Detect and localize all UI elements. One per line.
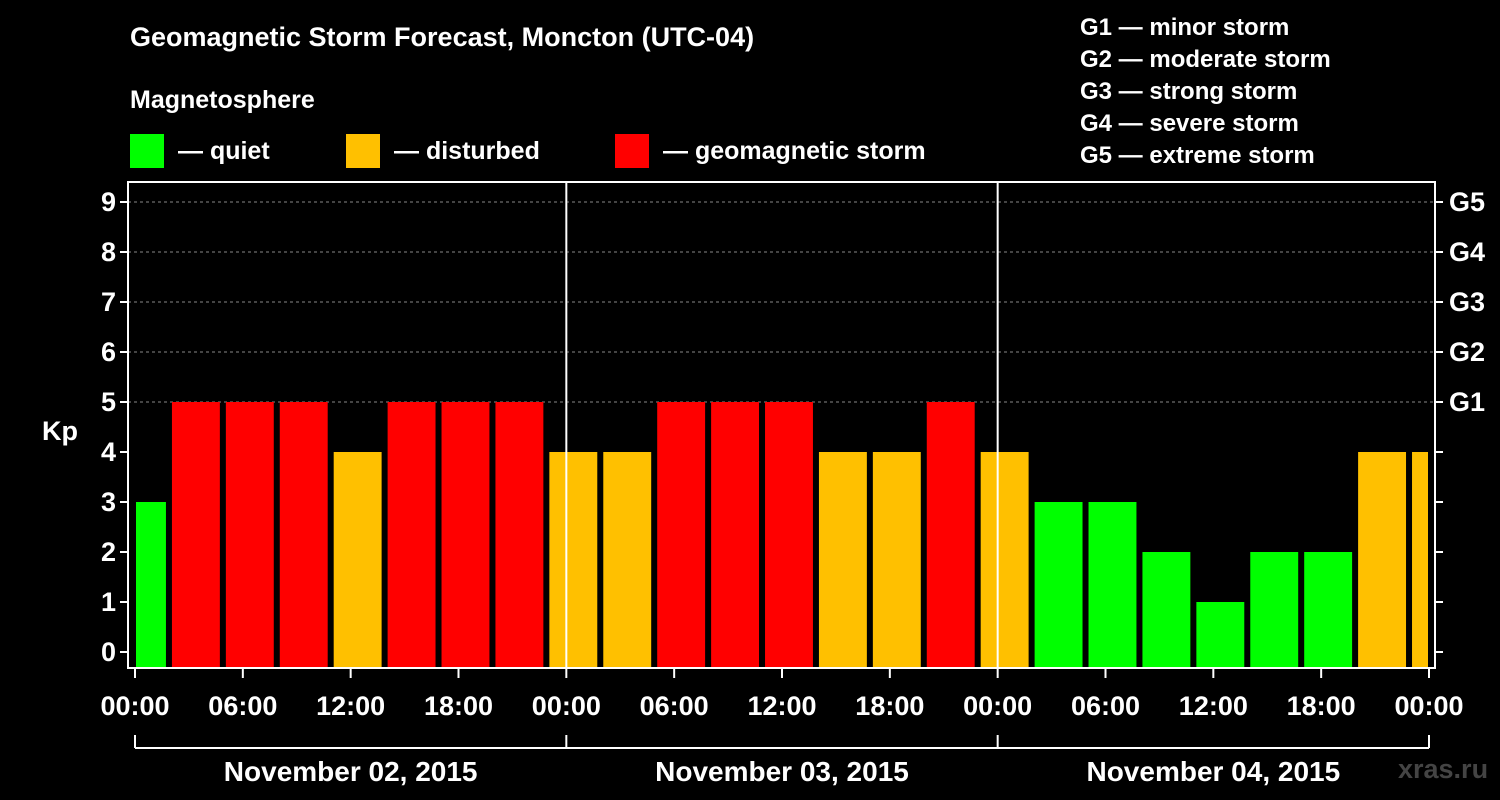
storm-swatch	[615, 134, 649, 168]
y-tick-label: 6	[101, 337, 116, 367]
kp-bar-24	[1358, 452, 1407, 667]
kp-bar-1	[136, 502, 166, 667]
legend-item-storm: — geomagnetic storm	[615, 134, 926, 168]
legend-heading: Magnetosphere	[130, 86, 315, 114]
kp-bar-15	[872, 452, 921, 667]
g-scale-tick-label: G1	[1449, 387, 1485, 417]
kp-bar-20	[1142, 552, 1191, 667]
x-tick-label: 12:00	[1179, 691, 1248, 721]
disturbed-swatch	[346, 134, 380, 168]
day-label: November 04, 2015	[1086, 756, 1340, 787]
g-scale-tick-label: G5	[1449, 187, 1485, 217]
x-tick-label: 18:00	[424, 691, 493, 721]
kp-bar-25	[1412, 452, 1428, 667]
kp-bar-21	[1196, 602, 1245, 667]
kp-bar-14	[818, 452, 867, 667]
y-tick-label: 3	[101, 487, 116, 517]
g-scale-item-g5: G5 — extreme storm	[1080, 142, 1315, 169]
kp-bar-16	[926, 402, 975, 667]
legend-item-disturbed: — disturbed	[346, 134, 540, 168]
watermark: xras.ru	[1398, 754, 1489, 784]
x-tick-label: 18:00	[855, 691, 924, 721]
kp-bar-19	[1088, 502, 1137, 667]
x-tick-label: 06:00	[640, 691, 709, 721]
kp-bar-10	[603, 452, 652, 667]
y-tick-label: 0	[101, 637, 116, 667]
day-label: November 02, 2015	[224, 756, 478, 787]
legend-label-quiet: — quiet	[178, 136, 270, 165]
y-tick-label: 8	[101, 237, 116, 267]
g-scale-tick-label: G3	[1449, 287, 1485, 317]
y-tick-label: 4	[101, 437, 116, 467]
y-axis-title: Kp	[42, 416, 78, 446]
y-tick-label: 1	[101, 587, 116, 617]
legend-label-storm: — geomagnetic storm	[663, 136, 926, 165]
kp-bar-8	[495, 402, 544, 667]
x-tick-label: 00:00	[1394, 691, 1463, 721]
x-tick-label: 18:00	[1287, 691, 1356, 721]
y-tick-label: 7	[101, 287, 116, 317]
g-scale-item-g4: G4 — severe storm	[1080, 110, 1299, 137]
legend-label-disturbed: — disturbed	[394, 136, 540, 165]
y-tick-label: 2	[101, 537, 116, 567]
g-scale-item-g2: G2 — moderate storm	[1080, 46, 1331, 73]
kp-bar-2	[171, 402, 220, 667]
y-tick-label: 5	[101, 387, 116, 417]
kp-bar-13	[765, 402, 813, 667]
legend-item-quiet: — quiet	[130, 134, 270, 168]
kp-bar-9	[549, 452, 598, 667]
x-tick-label: 12:00	[316, 691, 385, 721]
kp-bar-5	[333, 452, 382, 667]
x-tick-label: 00:00	[100, 691, 169, 721]
day-label: November 03, 2015	[655, 756, 909, 787]
kp-bar-6	[387, 402, 436, 667]
kp-bar-23	[1304, 552, 1353, 667]
kp-bar-22	[1250, 552, 1299, 667]
x-tick-label: 00:00	[532, 691, 601, 721]
kp-bar-7	[441, 402, 490, 667]
y-tick-label: 9	[101, 187, 116, 217]
g-scale-item-g3: G3 — strong storm	[1080, 78, 1298, 105]
kp-bar-17	[980, 452, 1029, 667]
x-tick-label: 06:00	[208, 691, 277, 721]
kp-bar-4	[279, 402, 328, 667]
x-tick-label: 00:00	[963, 691, 1032, 721]
kp-bar-18	[1034, 502, 1083, 667]
g-scale-legend: G1 — minor storm G2 — moderate storm G3 …	[1080, 12, 1331, 172]
kp-bar-11	[657, 402, 706, 667]
g-scale-tick-label: G4	[1449, 237, 1485, 267]
chart-title: Geomagnetic Storm Forecast, Moncton (UTC…	[130, 22, 755, 52]
x-tick-label: 06:00	[1071, 691, 1140, 721]
kp-bar-12	[711, 402, 760, 667]
kp-bar-3	[225, 402, 274, 667]
x-tick-label: 12:00	[747, 691, 816, 721]
g-scale-item-g1: G1 — minor storm	[1080, 14, 1290, 41]
g-scale-tick-label: G2	[1449, 337, 1485, 367]
quiet-swatch	[130, 134, 164, 168]
